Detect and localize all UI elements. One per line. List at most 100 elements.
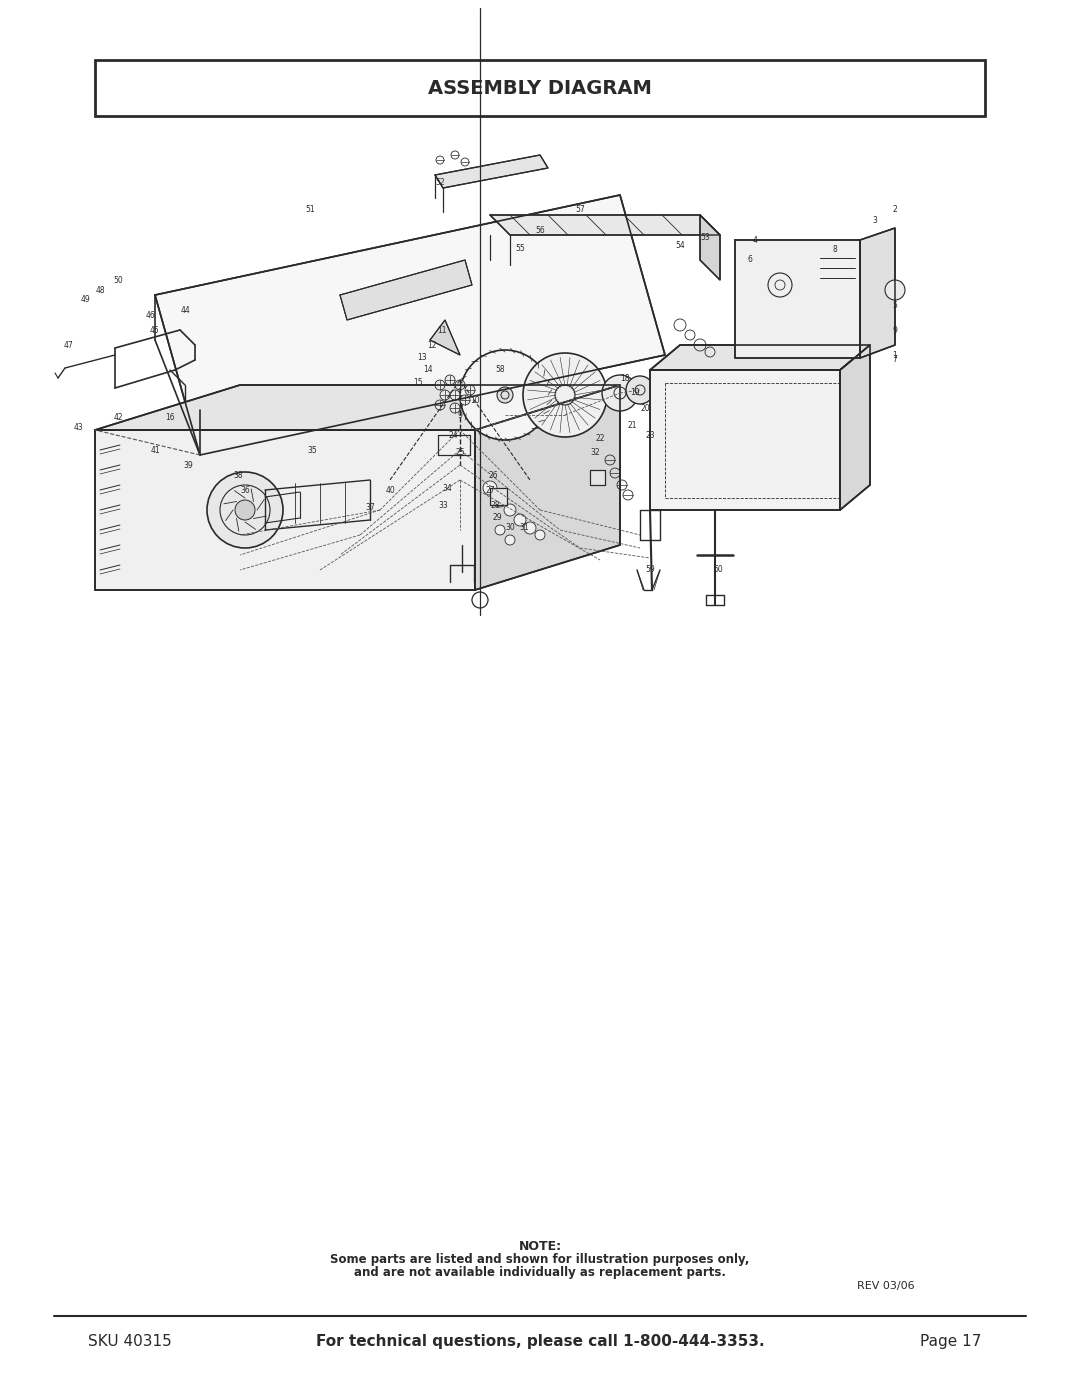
- Circle shape: [505, 535, 515, 545]
- Text: 39: 39: [184, 461, 193, 469]
- Text: 24: 24: [448, 430, 458, 440]
- Text: 27: 27: [485, 486, 495, 495]
- Text: 59: 59: [645, 566, 654, 574]
- Circle shape: [497, 387, 513, 402]
- Text: Some parts are listed and shown for illustration purposes only,: Some parts are listed and shown for illu…: [330, 1253, 750, 1266]
- Polygon shape: [735, 240, 860, 358]
- Circle shape: [207, 472, 283, 548]
- Circle shape: [524, 522, 536, 534]
- Text: ASSEMBLY DIAGRAM: ASSEMBLY DIAGRAM: [428, 78, 652, 98]
- Text: 51: 51: [306, 205, 314, 215]
- Text: 54: 54: [675, 240, 685, 250]
- Circle shape: [450, 402, 460, 414]
- Circle shape: [440, 390, 450, 400]
- Circle shape: [602, 374, 638, 411]
- Text: 45: 45: [150, 326, 160, 334]
- Polygon shape: [650, 345, 870, 370]
- Text: 1: 1: [893, 351, 897, 359]
- Text: 60: 60: [713, 566, 723, 574]
- Text: 4: 4: [753, 236, 757, 244]
- Text: 23: 23: [645, 430, 654, 440]
- Bar: [95, 60, 985, 116]
- Text: 18: 18: [620, 373, 630, 383]
- Text: 34: 34: [442, 483, 451, 493]
- Circle shape: [885, 279, 905, 300]
- Text: 47: 47: [63, 341, 72, 349]
- Text: 44: 44: [180, 306, 190, 314]
- Circle shape: [465, 386, 475, 395]
- Polygon shape: [95, 430, 475, 590]
- Text: 31: 31: [519, 524, 529, 532]
- Circle shape: [535, 529, 545, 541]
- Text: 35: 35: [307, 446, 316, 454]
- Text: 49: 49: [80, 296, 90, 305]
- Text: 19: 19: [631, 387, 639, 397]
- Text: 32: 32: [590, 447, 599, 457]
- Text: 2: 2: [893, 205, 897, 215]
- Text: 40: 40: [386, 486, 395, 495]
- Circle shape: [445, 374, 455, 386]
- Text: 7: 7: [892, 355, 897, 365]
- Polygon shape: [590, 469, 605, 485]
- Text: 10: 10: [470, 395, 480, 405]
- Circle shape: [495, 525, 505, 535]
- Text: 52: 52: [435, 177, 445, 187]
- Text: Page 17: Page 17: [920, 1334, 981, 1348]
- Text: 11: 11: [437, 326, 447, 334]
- Text: 43: 43: [73, 423, 83, 433]
- Circle shape: [460, 395, 470, 405]
- Polygon shape: [650, 370, 840, 510]
- Text: 21: 21: [627, 420, 637, 429]
- Polygon shape: [860, 228, 895, 358]
- Text: 55: 55: [515, 243, 525, 253]
- Text: and are not available individually as replacement parts.: and are not available individually as re…: [354, 1266, 726, 1280]
- Polygon shape: [700, 215, 720, 279]
- Polygon shape: [840, 345, 870, 510]
- Circle shape: [514, 514, 526, 527]
- Text: 14: 14: [423, 366, 433, 374]
- Text: 9: 9: [458, 411, 462, 419]
- Text: 30: 30: [505, 524, 515, 532]
- Text: 57: 57: [576, 205, 585, 215]
- Text: 42: 42: [113, 414, 123, 422]
- Text: 15: 15: [414, 377, 422, 387]
- Polygon shape: [156, 196, 665, 455]
- Text: 46: 46: [145, 310, 154, 320]
- Circle shape: [455, 380, 465, 390]
- Polygon shape: [490, 215, 720, 235]
- Text: 3: 3: [873, 215, 877, 225]
- Text: 6: 6: [747, 256, 753, 264]
- Text: 13: 13: [417, 353, 427, 362]
- Circle shape: [460, 351, 550, 440]
- Circle shape: [504, 504, 516, 515]
- Text: 28: 28: [490, 500, 500, 510]
- Polygon shape: [95, 386, 620, 430]
- Polygon shape: [490, 488, 507, 504]
- Text: 25: 25: [455, 447, 464, 457]
- Circle shape: [435, 400, 445, 409]
- Polygon shape: [475, 386, 620, 590]
- Circle shape: [435, 380, 445, 390]
- Text: 56: 56: [535, 225, 545, 235]
- Text: 5: 5: [892, 300, 897, 310]
- Text: For technical questions, please call 1-800-444-3353.: For technical questions, please call 1-8…: [315, 1334, 765, 1348]
- Text: 37: 37: [365, 503, 375, 511]
- Text: 50: 50: [113, 275, 123, 285]
- Text: 16: 16: [165, 414, 175, 422]
- Text: 26: 26: [488, 471, 498, 479]
- Text: 48: 48: [95, 285, 105, 295]
- Circle shape: [450, 390, 460, 400]
- Text: NOTE:: NOTE:: [518, 1241, 562, 1253]
- Polygon shape: [435, 155, 548, 189]
- Text: 36: 36: [240, 486, 249, 495]
- Circle shape: [235, 500, 255, 520]
- Circle shape: [523, 353, 607, 437]
- Text: 9: 9: [892, 326, 897, 334]
- Text: 58: 58: [496, 366, 504, 374]
- Text: 41: 41: [150, 446, 160, 454]
- Text: REV 03/06: REV 03/06: [856, 1281, 915, 1291]
- Circle shape: [492, 493, 507, 507]
- Circle shape: [626, 376, 654, 404]
- Text: 22: 22: [595, 433, 605, 443]
- Text: 29: 29: [492, 514, 502, 522]
